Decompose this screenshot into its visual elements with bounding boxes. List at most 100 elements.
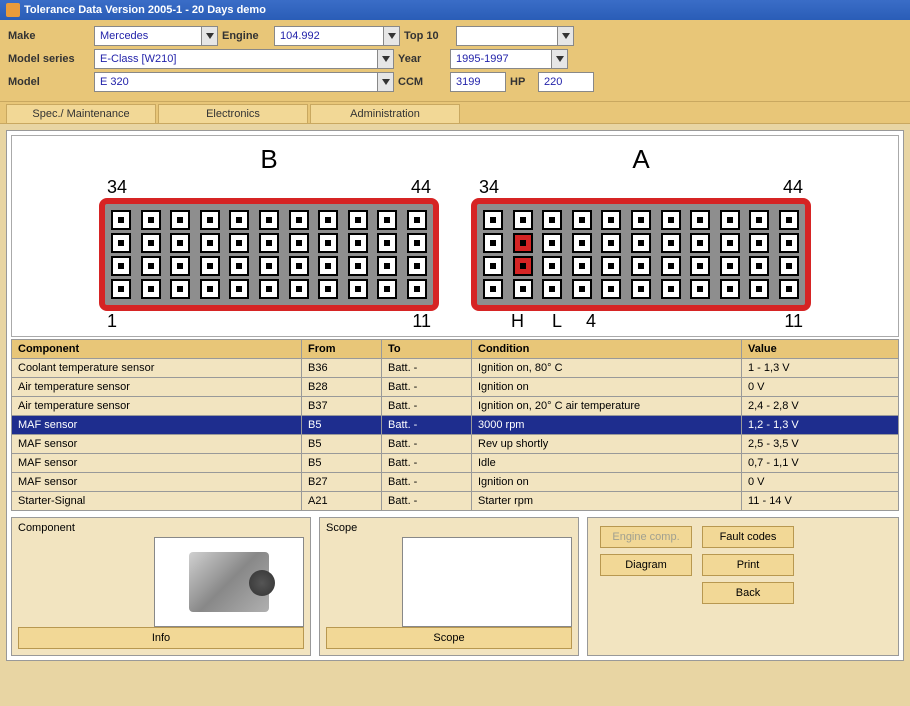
table-cell: B27 — [302, 473, 382, 492]
table-cell: Idle — [472, 454, 742, 473]
connector-pin — [572, 256, 592, 276]
component-preview-label: Component — [18, 522, 304, 534]
table-cell: 0 V — [742, 473, 899, 492]
connector-pin — [661, 256, 681, 276]
pin-label: L — [552, 311, 562, 332]
filter-panel: Make Mercedes Engine 104.992 Top 10 Mode… — [0, 20, 910, 102]
table-cell: A21 — [302, 492, 382, 511]
signal-table: ComponentFromToConditionValue Coolant te… — [11, 339, 899, 511]
connector-pin — [720, 233, 740, 253]
model-label: Model — [8, 76, 90, 88]
info-button[interactable]: Info — [18, 627, 304, 649]
bottom-panel: Component Info Scope Scope Engine comp. … — [11, 517, 899, 656]
connector-pin — [229, 279, 249, 299]
connector-pin — [483, 279, 503, 299]
back-button[interactable]: Back — [702, 582, 794, 604]
app-icon — [6, 3, 20, 17]
scope-label: Scope — [326, 522, 572, 534]
connector-pin — [720, 256, 740, 276]
hp-label: HP — [510, 76, 534, 88]
chevron-down-icon[interactable] — [557, 27, 573, 45]
fault-codes-button[interactable]: Fault codes — [702, 526, 794, 548]
pin-label: 34 — [107, 177, 127, 198]
engine-comp-button[interactable]: Engine comp. — [600, 526, 692, 548]
col-header[interactable]: To — [382, 340, 472, 359]
connector-pin — [170, 256, 190, 276]
chevron-down-icon[interactable] — [377, 50, 393, 68]
connector-pin — [200, 233, 220, 253]
print-button[interactable]: Print — [702, 554, 794, 576]
connector-pin — [111, 256, 131, 276]
connector-pin — [779, 256, 799, 276]
connector-pin — [749, 210, 769, 230]
table-cell: Ignition on — [472, 473, 742, 492]
table-cell: Air temperature sensor — [12, 397, 302, 416]
top10-combo[interactable] — [456, 26, 574, 46]
chevron-down-icon[interactable] — [201, 27, 217, 45]
pin-label: 34 — [479, 177, 499, 198]
connector-pin — [749, 233, 769, 253]
table-row[interactable]: Air temperature sensorB28Batt. -Ignition… — [12, 378, 899, 397]
diagram-button[interactable]: Diagram — [600, 554, 692, 576]
connector-pin — [513, 233, 533, 253]
table-cell: B5 — [302, 454, 382, 473]
table-row[interactable]: MAF sensorB27Batt. -Ignition on0 V — [12, 473, 899, 492]
connector-pin — [141, 233, 161, 253]
chevron-down-icon[interactable] — [377, 73, 393, 91]
connector-pin — [407, 256, 427, 276]
connector-pin — [542, 233, 562, 253]
pin-label: 44 — [411, 177, 431, 198]
col-header[interactable]: Value — [742, 340, 899, 359]
tab-admin[interactable]: Administration — [310, 104, 460, 123]
scope-button[interactable]: Scope — [326, 627, 572, 649]
table-row[interactable]: Coolant temperature sensorB36Batt. -Igni… — [12, 359, 899, 378]
connector-pin — [141, 210, 161, 230]
connector-pin — [318, 279, 338, 299]
table-row[interactable]: Air temperature sensorB37Batt. -Ignition… — [12, 397, 899, 416]
connector-pin — [200, 210, 220, 230]
table-cell: Batt. - — [382, 397, 472, 416]
connector-a-body — [471, 198, 811, 311]
chevron-down-icon[interactable] — [551, 50, 567, 68]
connector-pin — [631, 279, 651, 299]
ccm-field[interactable]: 3199 — [450, 72, 506, 92]
connector-pin — [170, 233, 190, 253]
connector-pin — [572, 233, 592, 253]
connector-pin — [779, 233, 799, 253]
series-combo[interactable]: E-Class [W210] — [94, 49, 394, 69]
connector-pin — [259, 210, 279, 230]
table-cell: 0 V — [742, 378, 899, 397]
make-combo[interactable]: Mercedes — [94, 26, 218, 46]
connector-pin — [631, 210, 651, 230]
pin-label: 1 — [107, 311, 117, 332]
connector-b-title: B — [99, 144, 439, 175]
connector-pin — [348, 233, 368, 253]
tab-electronics[interactable]: Electronics — [158, 104, 308, 123]
connector-pin — [661, 210, 681, 230]
connector-pin — [779, 210, 799, 230]
connector-pin — [170, 210, 190, 230]
connector-pin — [259, 279, 279, 299]
table-row[interactable]: MAF sensorB5Batt. -Idle0,7 - 1,1 V — [12, 454, 899, 473]
table-cell: Batt. - — [382, 492, 472, 511]
window-titlebar: Tolerance Data Version 2005-1 - 20 Days … — [0, 0, 910, 20]
engine-combo[interactable]: 104.992 — [274, 26, 400, 46]
model-combo[interactable]: E 320 — [94, 72, 394, 92]
tab-spec[interactable]: Spec./ Maintenance — [6, 104, 156, 123]
col-header[interactable]: From — [302, 340, 382, 359]
connector-pin — [690, 210, 710, 230]
hp-field[interactable]: 220 — [538, 72, 594, 92]
engine-label: Engine — [222, 30, 270, 42]
col-header[interactable]: Condition — [472, 340, 742, 359]
year-combo[interactable]: 1995-1997 — [450, 49, 568, 69]
connector-pin — [690, 256, 710, 276]
table-cell: 2,5 - 3,5 V — [742, 435, 899, 454]
table-row[interactable]: MAF sensorB5Batt. -Rev up shortly2,5 - 3… — [12, 435, 899, 454]
table-row[interactable]: Starter-SignalA21Batt. -Starter rpm11 - … — [12, 492, 899, 511]
connector-pin — [111, 233, 131, 253]
table-row[interactable]: MAF sensorB5Batt. -3000 rpm1,2 - 1,3 V — [12, 416, 899, 435]
connector-pin — [348, 279, 368, 299]
col-header[interactable]: Component — [12, 340, 302, 359]
chevron-down-icon[interactable] — [383, 27, 399, 45]
connector-b-body — [99, 198, 439, 311]
